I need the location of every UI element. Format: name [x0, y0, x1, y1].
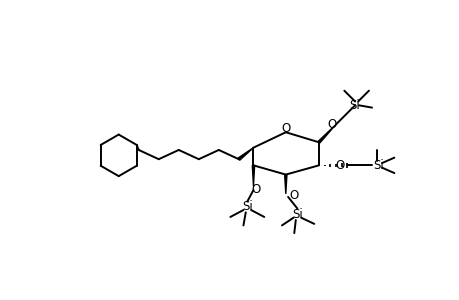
- Text: Si: Si: [372, 159, 383, 172]
- Text: O: O: [334, 159, 344, 172]
- Text: Si: Si: [349, 99, 360, 112]
- Text: O: O: [251, 183, 260, 196]
- Polygon shape: [237, 148, 253, 160]
- Text: O: O: [280, 122, 290, 135]
- Polygon shape: [317, 124, 335, 143]
- Text: Si: Si: [241, 200, 252, 213]
- Text: O: O: [289, 189, 298, 202]
- Polygon shape: [252, 165, 254, 186]
- Text: Si: Si: [291, 208, 302, 221]
- Polygon shape: [284, 175, 286, 194]
- Text: O: O: [327, 118, 336, 131]
